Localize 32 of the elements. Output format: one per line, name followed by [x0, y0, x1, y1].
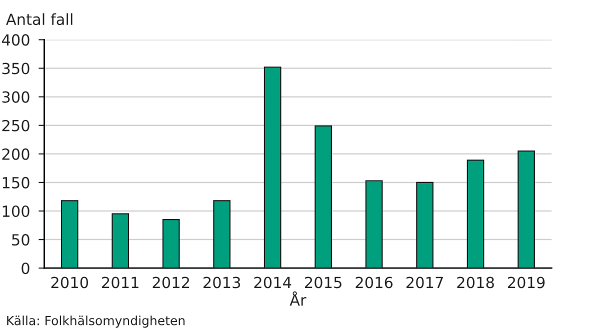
x-tick-label: 2010	[51, 276, 88, 288]
y-tick-label: 300	[2, 91, 30, 103]
x-tick-label: 2019	[508, 276, 545, 288]
x-tick-label: 2017	[406, 276, 443, 288]
x-tick-label: 2011	[102, 276, 138, 288]
bar	[112, 213, 130, 268]
y-tick-label: 250	[2, 120, 30, 132]
x-tick-label: 2014	[254, 276, 292, 288]
y-tick-label: 400	[2, 34, 30, 46]
bar	[365, 180, 383, 268]
y-tick-label: 50	[12, 234, 30, 246]
y-tick-label: 150	[2, 176, 30, 188]
bar	[213, 200, 231, 268]
y-tick-label: 0	[22, 262, 30, 274]
bar	[162, 219, 180, 268]
x-tick-label: 2012	[152, 276, 190, 288]
bar	[264, 66, 282, 268]
y-tick-label: 100	[2, 205, 30, 218]
x-tick-label: 2016	[356, 276, 393, 288]
y-tick-label: 350	[2, 62, 30, 74]
x-tick-label: 2013	[204, 276, 240, 288]
bar	[518, 150, 535, 268]
bar	[314, 125, 332, 268]
x-tick-label: 2018	[457, 276, 494, 288]
y-tick-label: 200	[2, 148, 30, 160]
text: Källa: Folkhälsomyndigheten	[7, 316, 185, 328]
bar	[466, 160, 484, 268]
y-axis-title: Antal fall	[6, 13, 72, 26]
x-axis-title: År	[290, 291, 306, 306]
x-tick-label: 2015	[305, 276, 342, 288]
bar	[416, 182, 434, 268]
bar	[60, 200, 78, 268]
